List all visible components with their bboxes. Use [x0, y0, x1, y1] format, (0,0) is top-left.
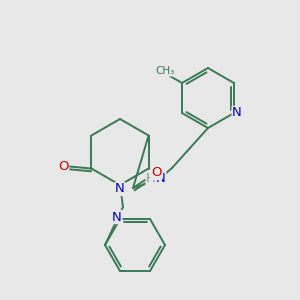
Text: N: N	[112, 211, 122, 224]
Text: O: O	[58, 160, 69, 173]
Text: O: O	[151, 167, 161, 179]
Text: N: N	[156, 172, 166, 185]
Text: H: H	[146, 172, 156, 185]
Text: N: N	[115, 182, 125, 196]
Text: CH₃: CH₃	[155, 66, 174, 76]
Text: N: N	[232, 106, 242, 119]
